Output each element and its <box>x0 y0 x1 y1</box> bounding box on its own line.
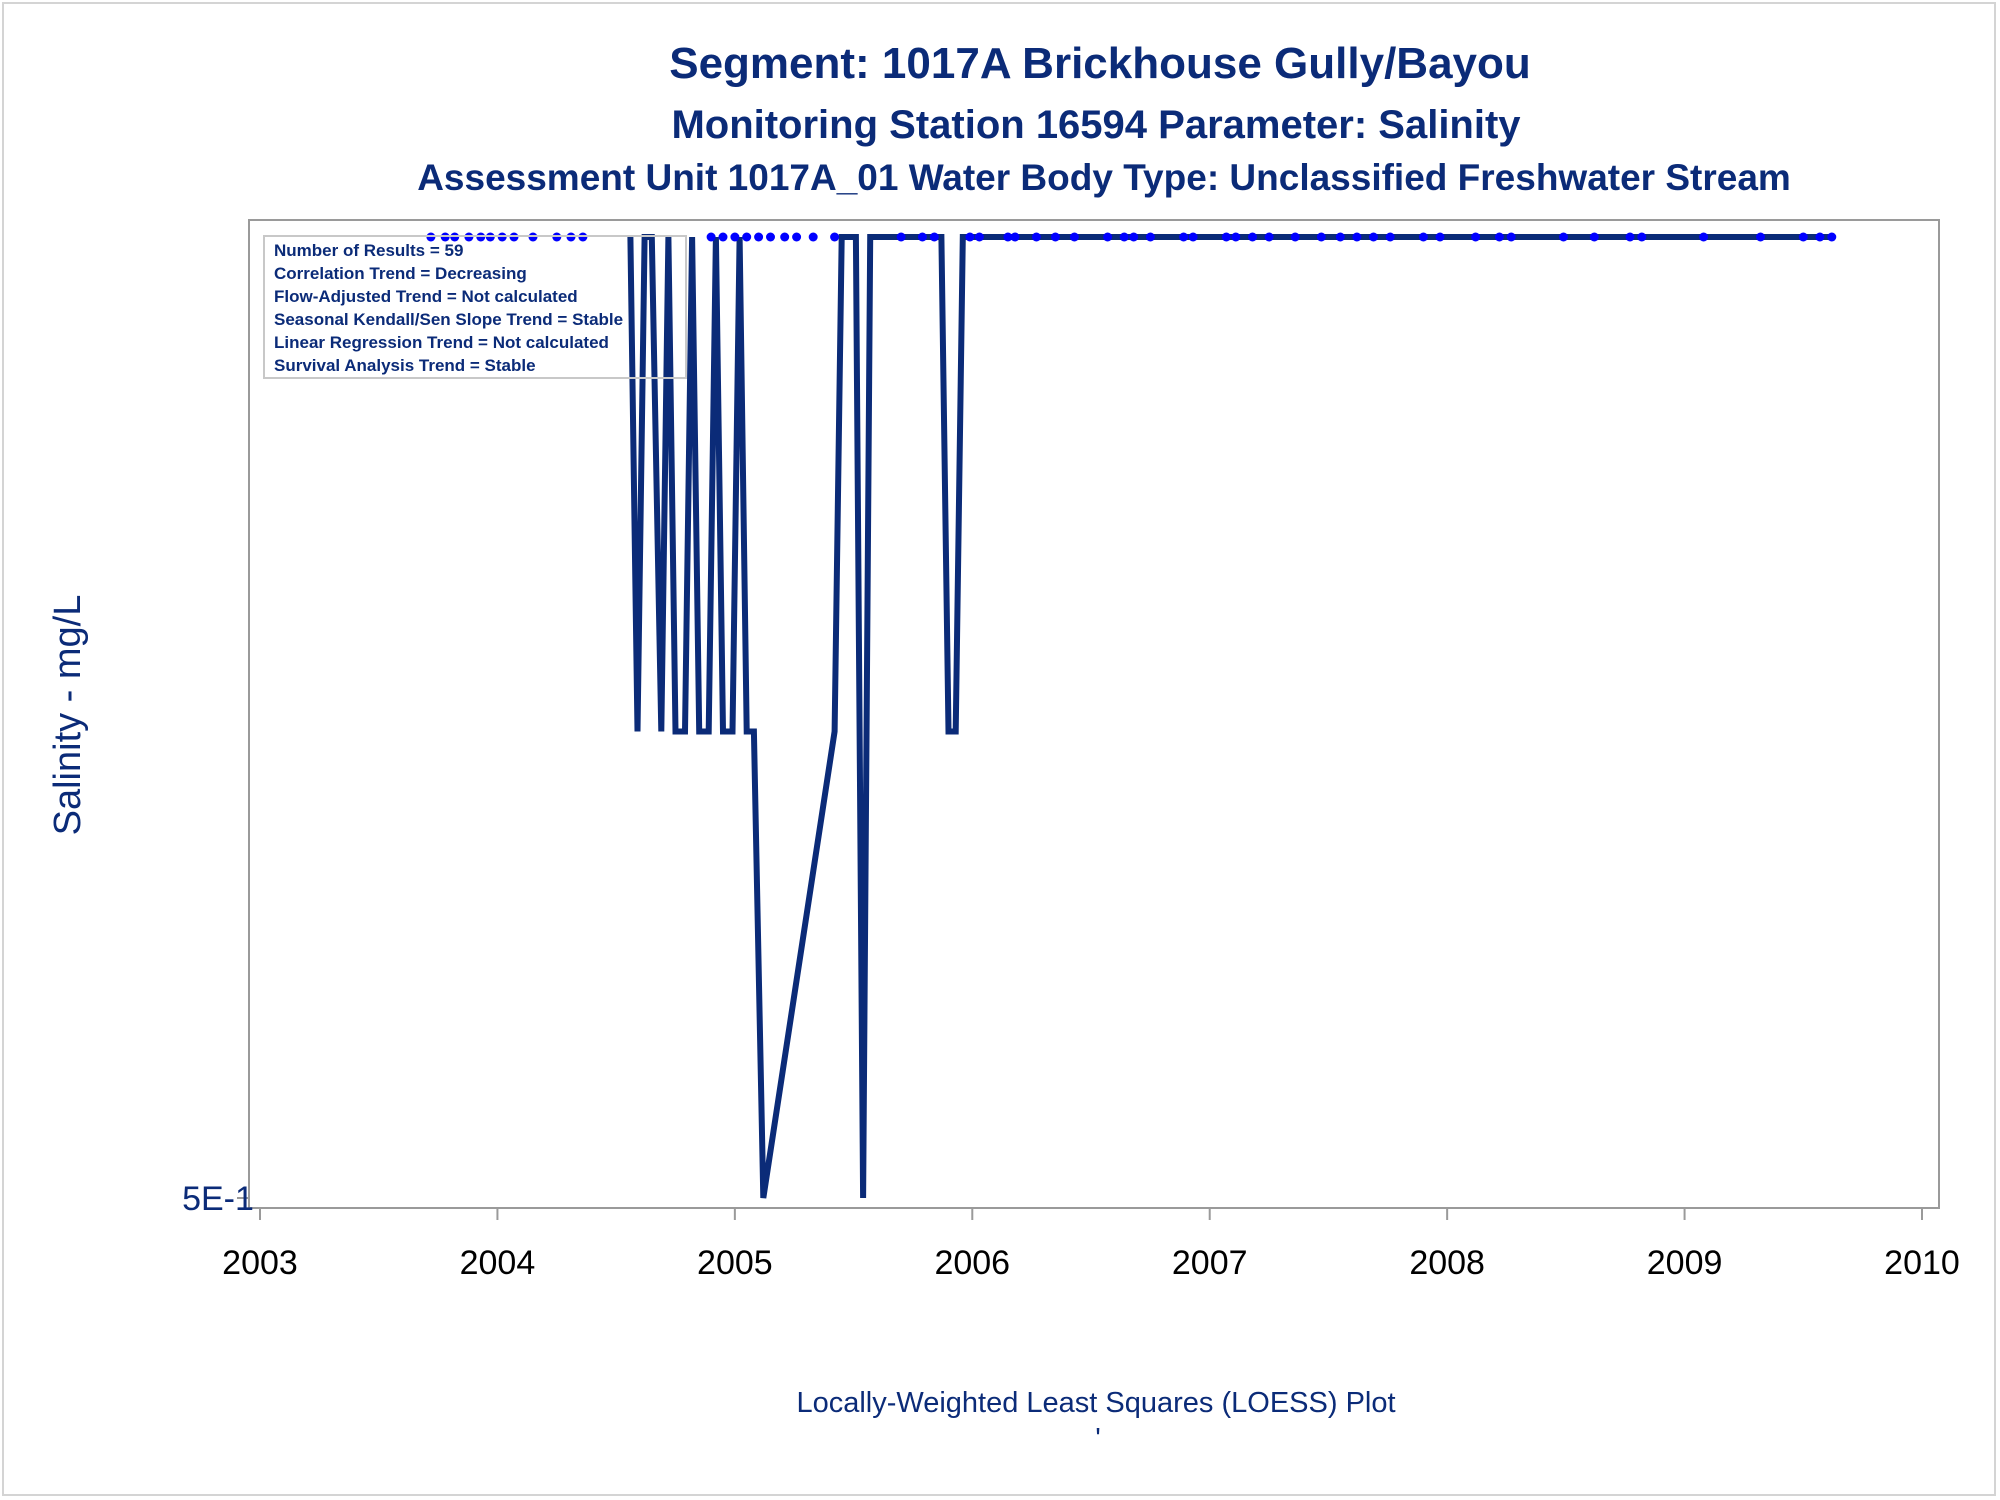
chart-subtitle-2: Assessment Unit 1017A_01 Water Body Type… <box>417 157 1791 198</box>
data-point <box>1103 232 1113 242</box>
data-point <box>830 232 840 242</box>
loess-line <box>627 234 1832 1199</box>
data-point-layer <box>426 232 1837 242</box>
data-point <box>1179 232 1189 242</box>
data-point <box>1559 232 1568 242</box>
data-point <box>1494 232 1504 242</box>
data-point <box>706 232 716 242</box>
data-point <box>917 232 927 242</box>
footnote: ' <box>1095 1423 1101 1455</box>
data-point <box>780 232 790 242</box>
data-point <box>1435 232 1445 242</box>
data-point <box>1129 232 1139 242</box>
x-axis-label: Locally-Weighted Least Squares (LOESS) P… <box>796 1387 1395 1419</box>
stats-line: Flow-Adjusted Trend = Not calculated <box>274 287 578 306</box>
data-point <box>718 232 728 242</box>
data-point <box>1069 232 1079 242</box>
data-point <box>1248 232 1257 242</box>
x-axis: 2003 2004 2005 2006 2007 2008 2009 2010 <box>222 1208 1960 1282</box>
stats-line: Number of Results = 59 <box>274 241 463 260</box>
chart-title: Segment: 1017A Brickhouse Gully/Bayou <box>669 39 1531 88</box>
data-point <box>1369 232 1378 242</box>
data-point <box>1003 232 1013 242</box>
x-tick-label: 2007 <box>1172 1244 1248 1282</box>
data-point <box>1031 232 1041 242</box>
y-tick-label: 5E-1 <box>182 1180 254 1218</box>
data-point <box>1756 232 1765 242</box>
data-point <box>1471 232 1481 242</box>
stats-line: Seasonal Kendall/Sen Slope Trend = Stabl… <box>274 310 623 329</box>
x-tick-label: 2005 <box>697 1244 773 1282</box>
data-point <box>792 232 802 242</box>
stats-line: Linear Regression Trend = Not calculated <box>274 333 609 352</box>
data-point <box>1625 232 1635 242</box>
trend-line-layer <box>627 234 1832 1199</box>
chart-subtitle: Monitoring Station 16594 Parameter: Sali… <box>671 103 1521 147</box>
stats-box: Number of Results = 59 Correlation Trend… <box>263 235 687 379</box>
data-point <box>766 232 775 242</box>
x-tick-label: 2009 <box>1647 1244 1723 1282</box>
data-point <box>1010 232 1020 242</box>
data-point <box>1827 232 1837 242</box>
data-point <box>1352 232 1362 242</box>
data-point <box>965 232 975 242</box>
data-point <box>808 232 818 242</box>
data-point <box>1637 232 1647 242</box>
y-axis-label: Salinity - mg/L <box>47 595 89 836</box>
plot-area <box>248 219 1940 1209</box>
data-point <box>1418 232 1428 242</box>
data-point <box>1335 232 1345 242</box>
x-tick-label: 2008 <box>1409 1244 1485 1282</box>
data-point <box>1231 232 1241 242</box>
stats-line: Correlation Trend = Decreasing <box>274 264 527 283</box>
data-point <box>1145 232 1155 242</box>
data-point <box>1264 232 1274 242</box>
data-point <box>742 232 752 242</box>
data-point <box>929 232 939 242</box>
stats-line: Survival Analysis Trend = Stable <box>274 356 536 375</box>
data-point <box>974 232 984 242</box>
data-point <box>1050 232 1060 242</box>
data-point <box>1798 232 1808 242</box>
data-point <box>1506 232 1516 242</box>
data-point <box>896 232 906 242</box>
data-point <box>1290 232 1300 242</box>
data-point <box>1815 232 1825 242</box>
x-tick-label: 2006 <box>934 1244 1010 1282</box>
data-point <box>1699 232 1709 242</box>
x-tick-label: 2004 <box>460 1244 536 1282</box>
data-point <box>1316 232 1326 242</box>
x-tick-label: 2010 <box>1884 1244 1960 1282</box>
stats-box-border <box>263 235 687 379</box>
data-point <box>1119 232 1129 242</box>
data-point <box>1385 232 1395 242</box>
data-point <box>754 232 764 242</box>
data-point <box>1589 232 1599 242</box>
data-point <box>730 232 740 242</box>
data-point <box>1188 232 1198 242</box>
y-axis: 5E-1 <box>182 1180 254 1218</box>
x-tick-label: 2003 <box>222 1244 298 1282</box>
data-point <box>1221 232 1231 242</box>
